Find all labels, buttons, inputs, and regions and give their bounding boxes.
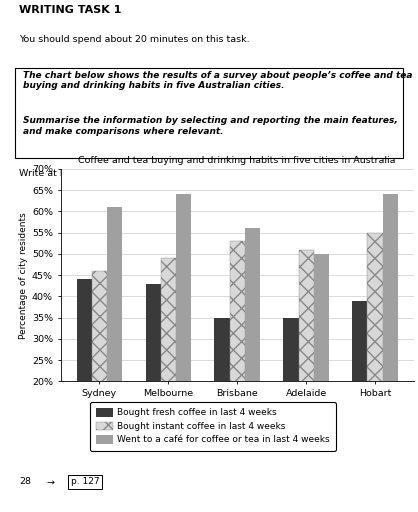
Y-axis label: Percentage of city residents: Percentage of city residents	[19, 212, 28, 338]
Bar	[92, 271, 107, 466]
Bar	[76, 280, 92, 466]
Text: You should spend about 20 minutes on this task.: You should spend about 20 minutes on thi…	[19, 35, 250, 45]
Text: Write at least 150 words.: Write at least 150 words.	[19, 169, 138, 178]
Text: →: →	[46, 477, 54, 486]
Bar	[176, 195, 191, 466]
FancyBboxPatch shape	[15, 68, 403, 158]
Text: p. 127: p. 127	[71, 477, 99, 486]
Bar	[367, 233, 382, 466]
Title: Coffee and tea buying and drinking habits in five cities in Australia: Coffee and tea buying and drinking habit…	[79, 156, 396, 165]
Text: The chart below shows the results of a survey about people’s coffee and tea buyi: The chart below shows the results of a s…	[23, 71, 413, 90]
Bar	[314, 254, 329, 466]
Text: 28: 28	[19, 477, 31, 486]
Legend: Bought fresh coffee in last 4 weeks, Bought instant coffee in last 4 weeks, Went: Bought fresh coffee in last 4 weeks, Bou…	[90, 402, 336, 451]
Bar	[229, 241, 245, 466]
Bar	[161, 258, 176, 466]
Bar	[245, 228, 260, 466]
Bar	[145, 284, 161, 466]
Bar	[107, 207, 122, 466]
Bar	[298, 250, 314, 466]
Bar	[352, 301, 367, 466]
Bar	[283, 317, 298, 466]
Bar	[214, 317, 229, 466]
Text: Summarise the information by selecting and reporting the main features, and make: Summarise the information by selecting a…	[23, 116, 398, 136]
Bar	[382, 195, 398, 466]
Text: WRITING TASK 1: WRITING TASK 1	[19, 5, 121, 15]
